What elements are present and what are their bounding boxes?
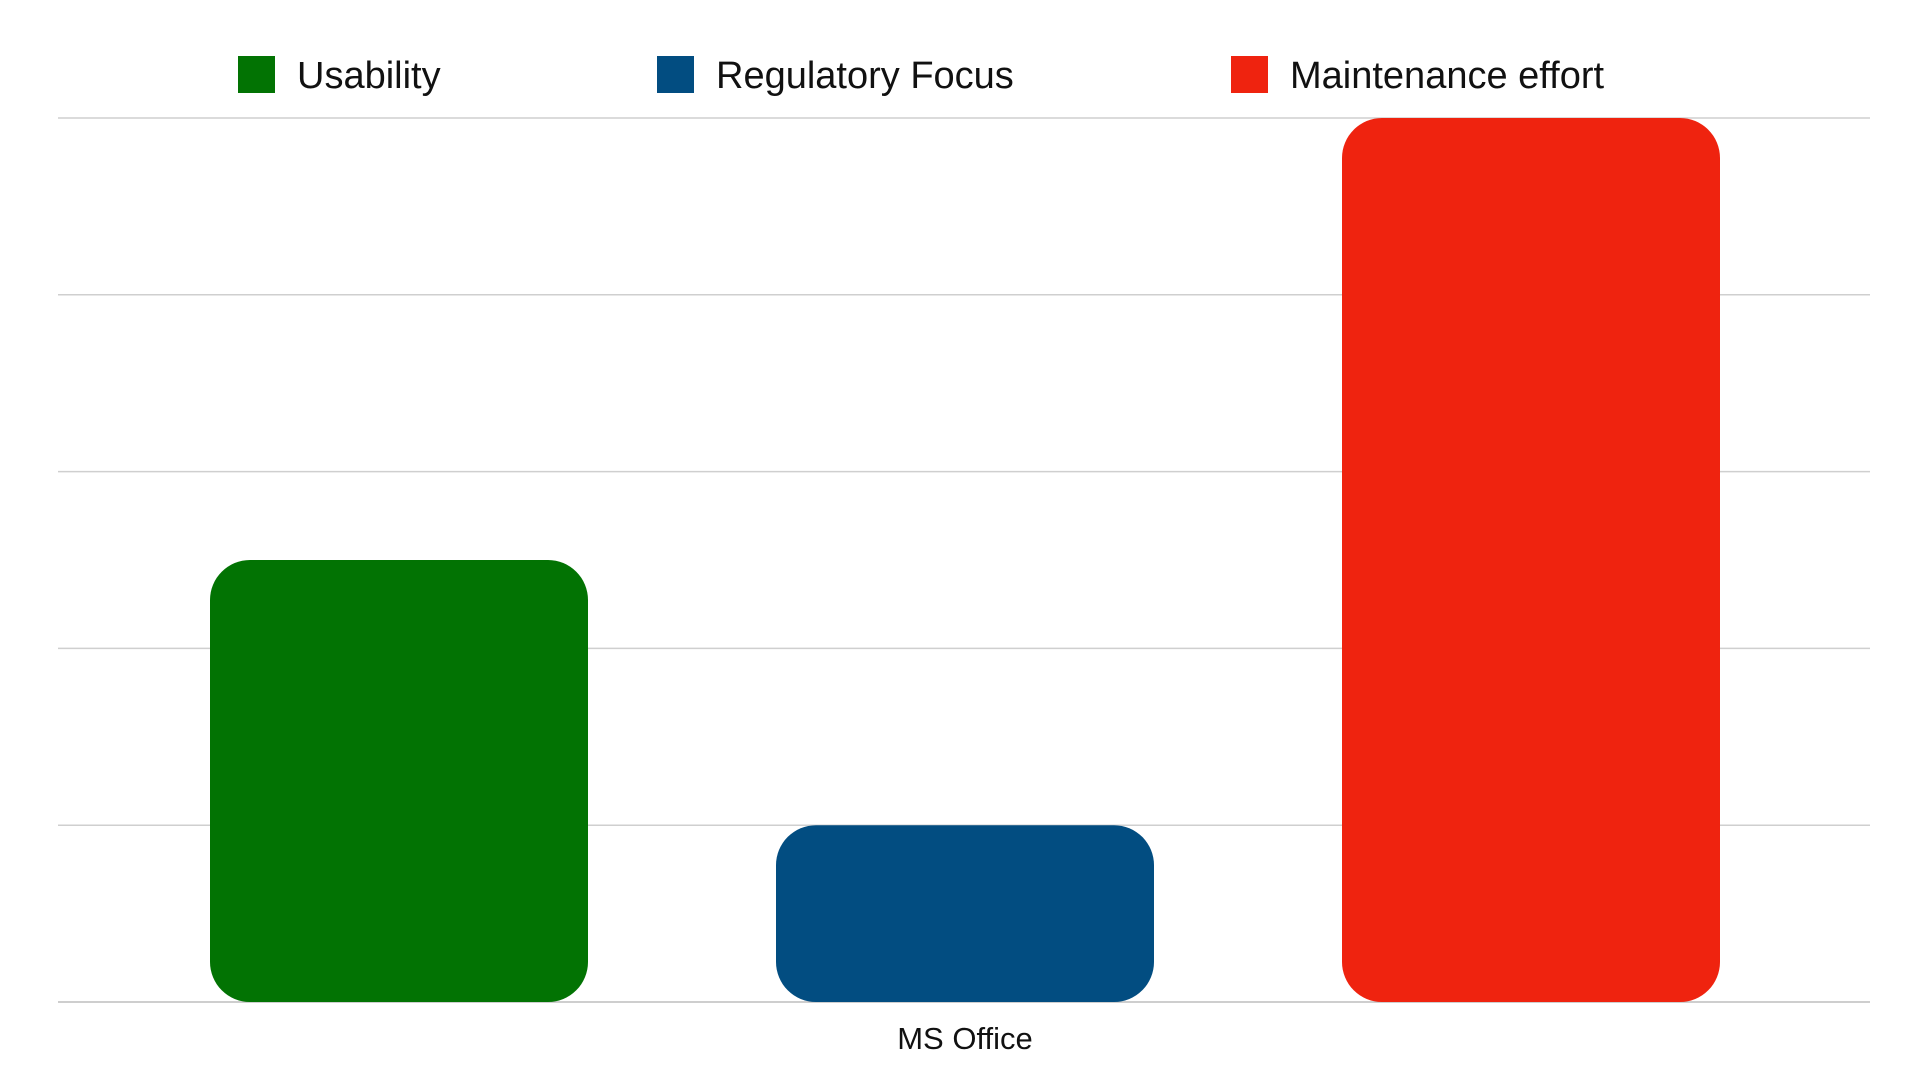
legend-label-usability: Usability: [297, 55, 441, 97]
x-axis: MS Office: [897, 1021, 1033, 1056]
bar-regulatory-focus: [776, 825, 1154, 1002]
legend-swatch-usability: [238, 56, 275, 93]
legend-label-maintenance-effort: Maintenance effort: [1290, 55, 1604, 97]
legend-swatch-maintenance-effort: [1231, 56, 1268, 93]
bar-maintenance-effort: [1342, 118, 1720, 1002]
x-tick-label: MS Office: [897, 1021, 1033, 1056]
bar-usability: [210, 560, 588, 1002]
legend-item-regulatory-focus: Regulatory Focus: [657, 55, 1014, 97]
legend-item-maintenance-effort: Maintenance effort: [1231, 55, 1604, 97]
legend: Usability Regulatory Focus Maintenance eff…: [238, 55, 1604, 97]
bars: [210, 118, 1720, 1002]
legend-label-regulatory-focus: Regulatory Focus: [716, 55, 1014, 97]
legend-swatch-regulatory-focus: [657, 56, 694, 93]
legend-item-usability: Usability: [238, 55, 441, 97]
